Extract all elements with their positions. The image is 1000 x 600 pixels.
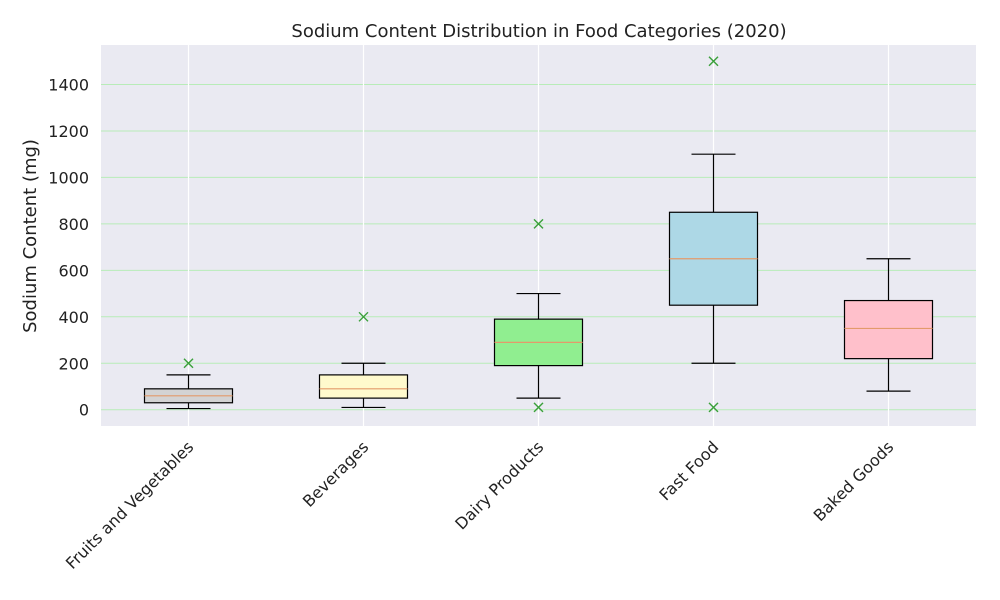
x-axis-ticks: Fruits and Vegetables Beverages Dairy Prod… <box>62 437 897 572</box>
y-axis-ticks: 0 200 400 600 800 1000 1200 1400 <box>48 75 89 419</box>
outlier-marker <box>358 311 369 322</box>
y-tick-label: 200 <box>58 354 89 373</box>
outlier-marker <box>533 402 544 413</box>
outlier-marker <box>533 218 544 229</box>
outlier-marker <box>708 402 719 413</box>
box-dairy-products <box>493 218 584 413</box>
x-tick-label: Fruits and Vegetables <box>62 437 197 572</box>
outlier-marker <box>183 358 194 369</box>
y-tick-label: 1000 <box>48 168 89 187</box>
y-tick-label: 1400 <box>48 75 89 94</box>
outlier-marker <box>708 56 719 67</box>
box-fast-food <box>668 56 759 413</box>
iqr-box <box>843 299 934 360</box>
x-tick-label: Baked Goods <box>810 437 898 525</box>
x-tick-label: Dairy Products <box>451 437 547 533</box>
outlier-stroke <box>358 311 369 322</box>
x-tick-label: Fast Food <box>655 437 722 504</box>
box-beverages <box>318 311 409 409</box>
outlier-stroke <box>533 402 544 413</box>
box-baked-goods <box>843 258 934 392</box>
outlier-stroke <box>708 56 719 67</box>
y-tick-label: 0 <box>79 401 89 420</box>
iqr-box <box>318 374 409 399</box>
outlier-stroke <box>183 358 194 369</box>
y-tick-label: 400 <box>58 308 89 327</box>
outlier-stroke <box>708 402 719 413</box>
boxes <box>143 56 934 413</box>
y-axis-label: Sodium Content (mg) <box>20 139 41 333</box>
outlier-stroke <box>533 218 544 229</box>
chart-title: Sodium Content Distribution in Food Cate… <box>291 21 786 42</box>
y-tick-label: 600 <box>58 261 89 280</box>
y-tick-label: 1200 <box>48 122 89 141</box>
y-tick-label: 800 <box>58 215 89 234</box>
x-tick-label: Beverages <box>299 437 372 510</box>
box-fruits-and-vegetables <box>143 358 234 410</box>
